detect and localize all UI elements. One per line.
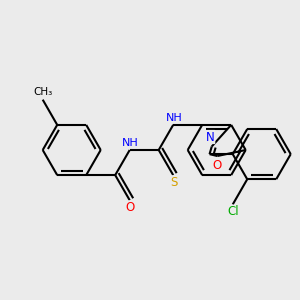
Text: NH: NH [166, 112, 182, 123]
Text: O: O [213, 159, 222, 172]
Text: S: S [170, 176, 178, 189]
Text: O: O [126, 201, 135, 214]
Text: NH: NH [122, 138, 139, 148]
Text: CH₃: CH₃ [33, 87, 52, 98]
Text: Cl: Cl [227, 205, 239, 218]
Text: N: N [206, 130, 215, 143]
